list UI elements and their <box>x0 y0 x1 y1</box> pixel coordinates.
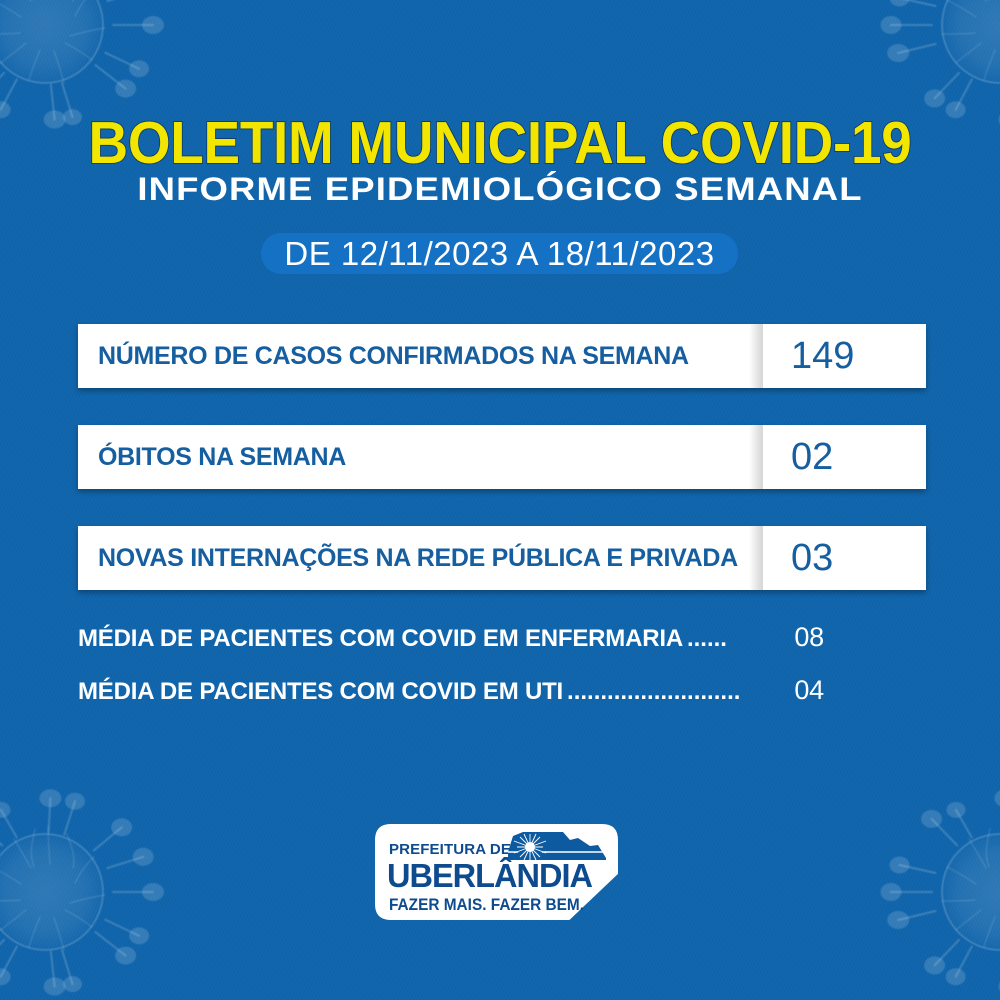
svg-text:PREFEITURA DE: PREFEITURA DE <box>389 842 511 858</box>
svg-text:FAZER MAIS. FAZER BEM.: FAZER MAIS. FAZER BEM. <box>389 896 584 914</box>
svg-text:UBERLÂNDIA: UBERLÂNDIA <box>387 857 592 894</box>
